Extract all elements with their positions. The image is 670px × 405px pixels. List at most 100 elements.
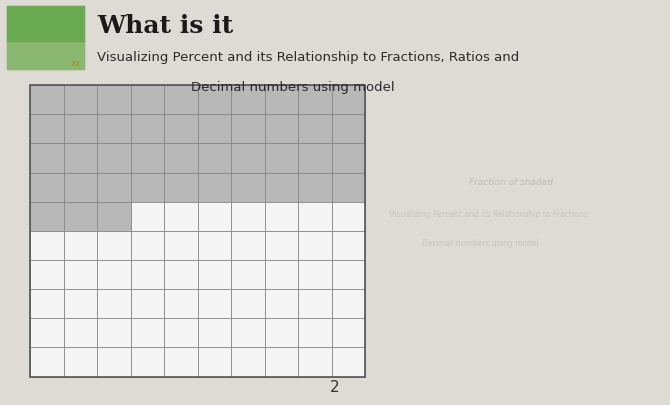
Bar (198, 318, 231, 347)
Bar (231, 347, 265, 377)
Bar (7, 6, 84, 69)
Bar (231, 318, 265, 347)
Bar (97, 173, 131, 202)
Bar (164, 231, 198, 260)
Bar (265, 318, 298, 347)
Bar (265, 231, 298, 260)
Text: 72: 72 (71, 61, 80, 67)
Bar (332, 202, 365, 231)
Bar (97, 114, 131, 143)
Bar (30, 85, 365, 377)
Bar (164, 347, 198, 377)
Bar (30, 260, 64, 289)
Bar (97, 289, 131, 318)
Bar (265, 260, 298, 289)
Bar (131, 202, 164, 231)
Bar (265, 143, 298, 173)
Bar (30, 114, 64, 143)
Bar (64, 85, 97, 114)
Bar (131, 173, 164, 202)
Bar (30, 143, 64, 173)
Bar (131, 347, 164, 377)
Bar (64, 347, 97, 377)
Text: Visualizing Percent and its Relationship to Fractions: Visualizing Percent and its Relationship… (389, 210, 588, 219)
Bar (131, 231, 164, 260)
Bar (265, 289, 298, 318)
Bar (164, 173, 198, 202)
Bar (97, 202, 131, 231)
Bar (131, 85, 164, 114)
Bar (64, 202, 97, 231)
Bar (164, 85, 198, 114)
Bar (298, 143, 332, 173)
Bar (298, 231, 332, 260)
Bar (198, 202, 231, 231)
Bar (30, 231, 64, 260)
Bar (298, 347, 332, 377)
Bar (298, 289, 332, 318)
Bar (298, 318, 332, 347)
Bar (198, 347, 231, 377)
Bar (97, 85, 131, 114)
Bar (332, 260, 365, 289)
Bar (332, 114, 365, 143)
Bar (298, 202, 332, 231)
Bar (97, 231, 131, 260)
Bar (131, 114, 164, 143)
Bar (332, 143, 365, 173)
Bar (164, 114, 198, 143)
Bar (332, 318, 365, 347)
Bar (64, 289, 97, 318)
Bar (231, 260, 265, 289)
Bar (97, 143, 131, 173)
Bar (231, 202, 265, 231)
Bar (164, 143, 198, 173)
Bar (164, 202, 198, 231)
Bar (64, 114, 97, 143)
Bar (298, 85, 332, 114)
Bar (332, 85, 365, 114)
Bar (30, 85, 64, 114)
Bar (30, 318, 64, 347)
Bar (231, 114, 265, 143)
Bar (64, 260, 97, 289)
Bar (198, 114, 231, 143)
Bar (231, 231, 265, 260)
Bar (131, 260, 164, 289)
Bar (332, 173, 365, 202)
Bar (265, 114, 298, 143)
Bar (97, 347, 131, 377)
Bar (64, 143, 97, 173)
Text: Fraction of shaded: Fraction of shaded (469, 178, 553, 187)
Bar (198, 143, 231, 173)
Bar (30, 289, 64, 318)
Bar (332, 347, 365, 377)
Bar (198, 260, 231, 289)
Bar (265, 173, 298, 202)
Bar (131, 318, 164, 347)
Bar (265, 202, 298, 231)
Text: Decimal numbers using model: Decimal numbers using model (422, 239, 539, 247)
Bar (30, 347, 64, 377)
Bar (164, 318, 198, 347)
Bar (64, 318, 97, 347)
Bar (198, 289, 231, 318)
Bar (164, 289, 198, 318)
Bar (97, 318, 131, 347)
Bar (231, 85, 265, 114)
Bar (30, 173, 64, 202)
Bar (198, 173, 231, 202)
Bar (97, 260, 131, 289)
Bar (164, 260, 198, 289)
Bar (64, 173, 97, 202)
Bar (231, 143, 265, 173)
Bar (332, 289, 365, 318)
Bar (231, 173, 265, 202)
Bar (298, 260, 332, 289)
Text: Visualizing Percent and its Relationship to Fractions, Ratios and: Visualizing Percent and its Relationship… (97, 51, 519, 64)
Bar (64, 231, 97, 260)
Text: 2: 2 (330, 380, 340, 395)
Bar (298, 173, 332, 202)
Bar (131, 289, 164, 318)
Bar (231, 289, 265, 318)
